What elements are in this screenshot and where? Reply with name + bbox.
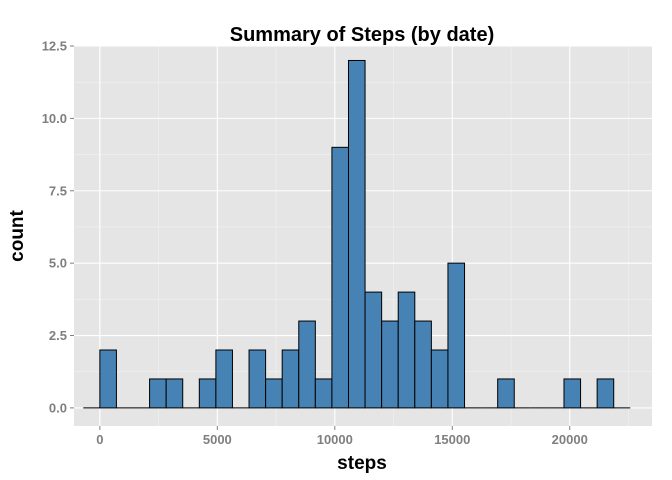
y-axis-title: count — [7, 209, 28, 261]
histogram-bar — [381, 320, 399, 409]
histogram-bar — [430, 349, 449, 409]
histogram-bar — [447, 262, 466, 409]
histogram-bar — [298, 320, 316, 409]
histogram-bar — [331, 146, 349, 409]
histogram-bar — [215, 349, 233, 409]
bars — [83, 59, 631, 409]
histogram-bar — [165, 378, 184, 409]
histogram-bar — [198, 378, 217, 409]
histogram-bar — [347, 59, 366, 409]
histogram-bar — [281, 349, 300, 409]
y-tick-label: 10.0 — [42, 111, 67, 126]
y-tick-label: 5.0 — [49, 256, 67, 271]
x-tick-label: 10000 — [317, 432, 353, 447]
y-tick-label: 2.5 — [49, 328, 67, 343]
x-tick-label: 0 — [96, 432, 103, 447]
histogram-bar — [497, 378, 515, 409]
histogram-bar — [596, 378, 615, 409]
y-tick-label: 7.5 — [49, 183, 67, 198]
histogram-bar — [149, 378, 167, 409]
histogram-bar — [248, 349, 267, 409]
histogram-bar — [265, 378, 283, 409]
histogram-bar — [364, 291, 383, 409]
x-tick-label: 20000 — [552, 432, 588, 447]
histogram-bar — [563, 378, 582, 409]
histogram-bar — [397, 291, 416, 409]
y-axis: 0.0 2.5 5.0 7.5 10.0 12.5 — [42, 39, 74, 415]
histogram-bar — [414, 320, 432, 409]
chart-title: Summary of Steps (by date) — [230, 24, 495, 46]
x-tick-label: 15000 — [434, 432, 470, 447]
x-axis: 0 5000 10000 15000 20000 — [96, 426, 588, 447]
x-axis-title: steps — [337, 453, 387, 474]
y-tick-label: 0.0 — [49, 400, 67, 415]
histogram-bar — [99, 349, 117, 409]
y-tick-label: 12.5 — [42, 39, 67, 54]
x-tick-label: 5000 — [203, 432, 232, 447]
histogram-bar — [314, 378, 333, 409]
